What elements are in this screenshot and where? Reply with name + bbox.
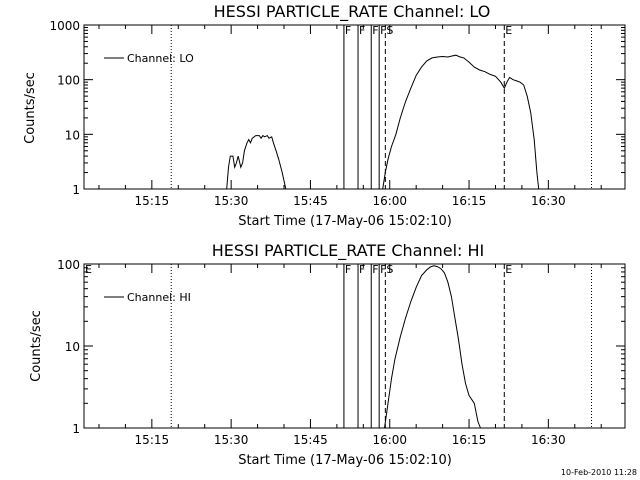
- lo-x-axis: 15:15 15:30 15:45 16:00 16:15 16:30: [98, 25, 602, 208]
- hi-x-tick-label: 16:15: [452, 433, 487, 447]
- hi-legend-label: Channel: HI: [127, 291, 191, 304]
- lo-series-group: [226, 54, 540, 190]
- lo-x-tick-label: 16:15: [452, 194, 487, 208]
- lo-marker-label: F: [359, 24, 365, 37]
- lo-plot-frame: [83, 24, 626, 190]
- hi-marker-label: S: [386, 263, 393, 276]
- hi-y-tick-label: 1: [72, 422, 80, 436]
- hi-channel-panel: HESSI PARTICLE_RATE Channel: HI 1 10 100 1…: [29, 241, 626, 468]
- hi-marker-label: F: [345, 263, 351, 276]
- lo-series-line-1: [226, 134, 287, 190]
- hi-x-axis-label: Start Time (17-May-06 15:02:10): [238, 453, 452, 468]
- lo-x-tick-label: 16:30: [531, 194, 566, 208]
- lo-channel-panel: HESSI PARTICLE_RATE Channel: LO 1 10 100 10…: [23, 2, 626, 229]
- lo-y-tick-label: 1000: [49, 19, 80, 33]
- hi-x-tick-label: 16:00: [372, 433, 407, 447]
- lo-x-tick-label: 15:15: [135, 194, 170, 208]
- hi-y-tick-label: 10: [65, 340, 80, 354]
- hi-panel-title: HESSI PARTICLE_RATE Channel: HI: [212, 241, 485, 261]
- hi-x-tick-label: 16:30: [531, 433, 566, 447]
- hi-marker-label: F: [380, 263, 386, 276]
- hi-y-axis: 1 10 100: [57, 258, 625, 436]
- hi-y-tick-label: 100: [57, 258, 80, 272]
- lo-x-tick-label: 16:00: [372, 194, 407, 208]
- hi-plot-frame: [83, 263, 626, 429]
- lo-legend-label: Channel: LO: [127, 52, 194, 65]
- lo-x-tick-label: 15:30: [214, 194, 249, 208]
- lo-y-axis: 1 10 100 1000: [49, 19, 625, 197]
- lo-y-tick-label: 10: [65, 128, 80, 142]
- lo-x-tick-label: 15:45: [293, 194, 328, 208]
- lo-y-axis-label: Counts/sec: [23, 72, 38, 144]
- lo-series-line-2: [382, 54, 540, 190]
- lo-y-tick-label: 100: [57, 74, 80, 88]
- lo-panel-title: HESSI PARTICLE_RATE Channel: LO: [214, 2, 491, 22]
- lo-y-tick-label: 1: [72, 183, 80, 197]
- lo-marker-label: F: [380, 24, 386, 37]
- hi-y-axis-label: Counts/sec: [29, 310, 44, 382]
- lo-marker-label: F: [372, 24, 378, 37]
- hi-x-axis: 15:15 15:30 15:45 16:00 16:15 16:30: [98, 264, 602, 447]
- hi-marker-label: E: [85, 263, 92, 276]
- hi-marker-label: F: [359, 263, 365, 276]
- hi-marker-label: F: [372, 263, 378, 276]
- hi-x-tick-label: 15:45: [293, 433, 328, 447]
- lo-marker-label: S: [386, 24, 393, 37]
- hi-series-group: [384, 265, 481, 429]
- hi-marker-label: E: [505, 263, 512, 276]
- hi-x-tick-label: 15:30: [214, 433, 249, 447]
- lo-marker-label: F: [345, 24, 351, 37]
- hi-series-line-1: [384, 265, 481, 429]
- lo-x-axis-label: Start Time (17-May-06 15:02:10): [238, 214, 452, 229]
- footer-timestamp: 10-Feb-2010 11:28: [561, 468, 637, 477]
- hi-x-tick-label: 15:15: [135, 433, 170, 447]
- lo-marker-label: E: [505, 24, 512, 37]
